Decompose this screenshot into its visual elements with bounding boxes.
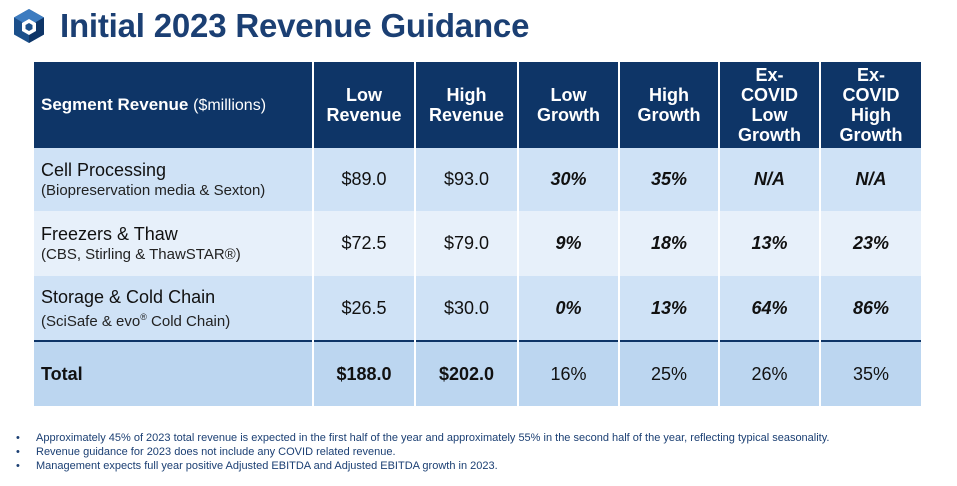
high-growth-cell: 18%	[618, 211, 719, 276]
header-high-growth: High Growth	[618, 62, 719, 148]
excovid-high-growth-cell: N/A	[819, 148, 921, 211]
segment-cell: Freezers & Thaw (CBS, Stirling & ThawSTA…	[34, 211, 313, 276]
segment-cell: Cell Processing (Biopreservation media &…	[34, 148, 313, 211]
header-high-revenue: High Revenue	[414, 62, 518, 148]
bullet-icon: •	[16, 460, 20, 472]
header-low-revenue: Low Revenue	[312, 62, 415, 148]
high-revenue-cell: $30.0	[414, 276, 518, 341]
footnote-item: • Approximately 45% of 2023 total revenue…	[16, 432, 830, 444]
total-low-growth: 16%	[517, 340, 619, 406]
segment-detail: (Biopreservation media & Sexton)	[41, 182, 266, 199]
high-revenue-cell: $93.0	[414, 148, 518, 211]
segment-cell: Storage & Cold Chain (SciSafe & evo® Col…	[34, 276, 313, 341]
total-excovid-low-growth: 26%	[718, 340, 820, 406]
segment-name: Cell Processing	[41, 160, 167, 180]
high-revenue-cell: $79.0	[414, 211, 518, 276]
excovid-high-growth-cell: 86%	[819, 276, 921, 341]
header-segment-revenue: Segment Revenue ($millions)	[34, 62, 313, 148]
low-revenue-cell: $72.5	[312, 211, 415, 276]
table-row: Freezers & Thaw (CBS, Stirling & ThawSTA…	[34, 211, 921, 276]
low-growth-cell: 0%	[517, 276, 619, 341]
title-row: Initial 2023 Revenue Guidance	[12, 4, 529, 48]
excovid-high-growth-cell: 23%	[819, 211, 921, 276]
low-revenue-cell: $26.5	[312, 276, 415, 341]
table-header-row: Segment Revenue ($millions) Low Revenue H…	[34, 62, 921, 148]
revenue-guidance-table: Segment Revenue ($millions) Low Revenue H…	[34, 62, 921, 406]
excovid-low-growth-cell: 13%	[718, 211, 820, 276]
high-growth-cell: 13%	[618, 276, 719, 341]
high-growth-cell: 35%	[618, 148, 719, 211]
table-row: Storage & Cold Chain (SciSafe & evo® Col…	[34, 276, 921, 341]
page-title: Initial 2023 Revenue Guidance	[60, 7, 530, 44]
segment-name: Storage & Cold Chain	[41, 286, 216, 307]
header-excovid-low-growth: Ex- COVID Low Growth	[718, 62, 820, 148]
table-row: Cell Processing (Biopreservation media &…	[34, 148, 921, 211]
segment-detail: (SciSafe & evo® Cold Chain)	[41, 311, 231, 330]
segment-detail: (CBS, Stirling & ThawSTAR®)	[41, 246, 241, 263]
total-label: Total	[34, 340, 313, 406]
low-growth-cell: 30%	[517, 148, 619, 211]
cube-hexagon-logo-icon	[14, 9, 44, 43]
low-growth-cell: 9%	[517, 211, 619, 276]
total-high-revenue: $202.0	[414, 340, 518, 406]
total-excovid-high-growth: 35%	[819, 340, 921, 406]
segment-name: Freezers & Thaw	[41, 224, 178, 244]
excovid-low-growth-cell: 64%	[718, 276, 820, 341]
total-high-growth: 25%	[618, 340, 719, 406]
bullet-icon: •	[16, 446, 20, 458]
total-low-revenue: $188.0	[312, 340, 415, 406]
bullet-icon: •	[16, 432, 20, 444]
header-low-growth: Low Growth	[517, 62, 619, 148]
footnotes: • Approximately 45% of 2023 total revenue…	[16, 431, 951, 473]
low-revenue-cell: $89.0	[312, 148, 415, 211]
total-row: Total $188.0 $202.0 16% 25% 26% 35%	[34, 340, 921, 406]
footnote-item: • Management expects full year positive A…	[16, 460, 498, 472]
header-excovid-high-growth: Ex- COVID High Growth	[819, 62, 921, 148]
excovid-low-growth-cell: N/A	[718, 148, 820, 211]
footnote-item: • Revenue guidance for 2023 does not incl…	[16, 446, 396, 458]
